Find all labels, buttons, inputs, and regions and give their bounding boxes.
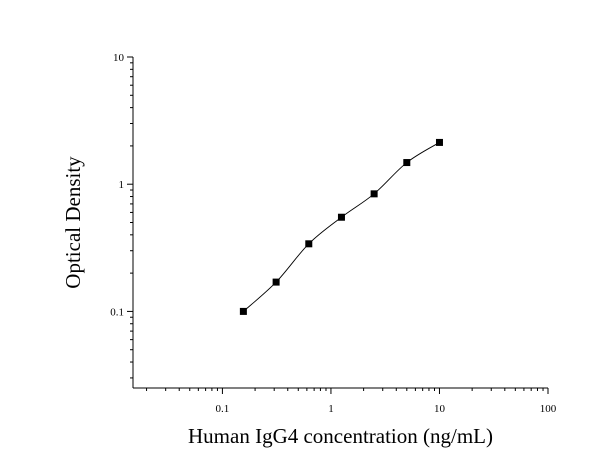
fit-curve-line [243,142,440,312]
y-axis-title: Optical Density [61,156,85,289]
x-tick-label: 0.1 [216,403,230,415]
y-tick-label: 0.1 [110,306,124,318]
y-tick-label: 1 [119,179,125,191]
axes [132,57,548,389]
data-points [239,138,443,315]
y-tick-label: 10 [113,52,125,64]
data-point [370,190,378,198]
data-point [305,240,313,248]
data-point [239,307,247,315]
x-tick-label: 10 [434,403,446,415]
x-axis-title: Human IgG4 concentration (ng/mL) [188,424,493,448]
y-tick-labels: 0.1 1 10 [110,52,124,318]
data-point [435,138,443,146]
x-tick-label: 100 [540,403,557,415]
data-point [337,213,345,221]
x-ticks [146,388,549,394]
y-ticks [127,56,133,379]
data-point [403,159,411,167]
x-tick-labels: 0.1 1 10 100 [216,403,557,415]
x-tick-label: 1 [328,403,334,415]
data-point [272,278,280,286]
